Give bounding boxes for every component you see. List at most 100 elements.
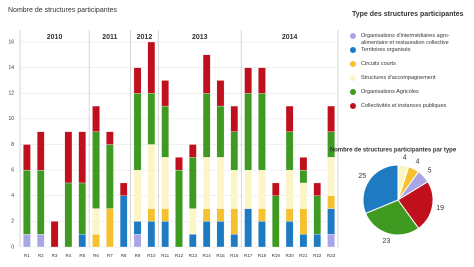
bar-segment bbox=[119, 182, 128, 196]
bar-segment bbox=[202, 54, 211, 94]
bar-segment bbox=[202, 93, 211, 158]
bar-segment bbox=[285, 221, 294, 248]
x-tick-label: R13 bbox=[189, 253, 198, 258]
bar-segment bbox=[175, 169, 183, 248]
x-tick-label: R5 bbox=[79, 253, 85, 258]
x-tick-label: R22 bbox=[313, 253, 322, 258]
bar-segment bbox=[202, 208, 211, 222]
legend-item: Circuits courts bbox=[350, 61, 468, 68]
bar-segment bbox=[258, 208, 266, 222]
legend-item: Structures d'accompagnement bbox=[350, 75, 468, 82]
bar-segment bbox=[202, 221, 211, 248]
bar-segment bbox=[161, 221, 169, 248]
x-tick-label: R18 bbox=[258, 253, 267, 258]
bar-segment bbox=[216, 80, 225, 107]
legend-item: Territoires organisés bbox=[350, 47, 468, 54]
legend-marker bbox=[350, 103, 356, 109]
bar-segment bbox=[313, 195, 322, 235]
legend-label: Organisations d'intermédiaires agro-alim… bbox=[361, 33, 450, 46]
bar-segment bbox=[244, 169, 252, 209]
bar-segment bbox=[272, 195, 280, 248]
bar-segment bbox=[327, 234, 335, 248]
legend-marker bbox=[350, 33, 356, 39]
bar-segment bbox=[258, 93, 266, 171]
pie-title: Nombre de structures participantes par t… bbox=[330, 148, 457, 154]
bar-segment bbox=[147, 41, 156, 94]
bar-segment bbox=[64, 182, 73, 248]
pie-label: 4 bbox=[403, 154, 407, 161]
group-label: 2013 bbox=[192, 34, 208, 41]
bar-segment bbox=[299, 234, 308, 248]
bar-segment bbox=[106, 144, 114, 209]
bar-segment bbox=[216, 157, 225, 209]
bar-segment bbox=[64, 131, 73, 184]
bar-segment bbox=[230, 105, 239, 132]
bar-segment bbox=[133, 169, 142, 222]
x-tick-label: R19 bbox=[272, 253, 281, 258]
x-tick-label: R14 bbox=[203, 253, 212, 258]
x-tick-label: R4 bbox=[66, 253, 72, 258]
x-tick-label: R8 bbox=[121, 253, 127, 258]
y-tick-label: 14 bbox=[8, 65, 14, 71]
pie-slice bbox=[362, 164, 399, 215]
bar-segment bbox=[230, 234, 239, 248]
bar-segment bbox=[327, 208, 335, 235]
bar-segment bbox=[161, 208, 169, 222]
bar-segment bbox=[327, 105, 335, 132]
x-tick-label: R7 bbox=[107, 253, 113, 258]
legend-marker bbox=[350, 89, 356, 95]
x-tick-label: R9 bbox=[135, 253, 141, 258]
bar-segment bbox=[258, 169, 266, 209]
bar-segment bbox=[189, 208, 197, 235]
bar-segment bbox=[23, 234, 31, 248]
bar-segment bbox=[285, 105, 294, 132]
bar-segment bbox=[244, 208, 252, 248]
y-tick-label: 10 bbox=[8, 116, 14, 122]
bar-segment bbox=[327, 157, 335, 196]
y-tick-label: 6 bbox=[11, 167, 14, 173]
x-tick-label: R6 bbox=[93, 253, 99, 258]
bar-segment bbox=[299, 157, 308, 171]
x-tick-label: R12 bbox=[175, 253, 184, 258]
bar-segment bbox=[161, 157, 169, 209]
bar-segment bbox=[285, 131, 294, 171]
x-tick-label: R23 bbox=[327, 253, 336, 258]
legend-marker bbox=[350, 61, 356, 67]
bar-segment bbox=[106, 208, 114, 248]
bar-segment bbox=[50, 221, 59, 248]
bar-segment bbox=[133, 67, 142, 94]
legend-title: Type des structures participantes bbox=[352, 11, 464, 18]
pie-label: 19 bbox=[436, 205, 444, 212]
x-tick-label: R10 bbox=[147, 253, 156, 258]
bar-segment bbox=[36, 131, 45, 171]
legend-label: Organisations Agricoles bbox=[361, 89, 419, 95]
x-tick-label: R17 bbox=[244, 253, 253, 258]
bar-segment bbox=[133, 221, 142, 235]
bar-segment bbox=[285, 208, 294, 222]
group-label: 2011 bbox=[102, 34, 117, 41]
x-tick-label: R2 bbox=[38, 253, 44, 258]
bar-segment bbox=[78, 182, 86, 235]
x-tick-label: R1 bbox=[24, 253, 30, 258]
bar-segment bbox=[92, 208, 100, 235]
bar-segment bbox=[147, 208, 156, 222]
group-label: 2010 bbox=[47, 34, 63, 41]
bar-segment bbox=[258, 67, 266, 94]
x-tick-label: R21 bbox=[299, 253, 308, 258]
bar-segment bbox=[36, 169, 45, 235]
bar-segment bbox=[78, 131, 86, 184]
bar-segment bbox=[244, 93, 252, 171]
y-tick-label: 12 bbox=[8, 91, 14, 97]
legend-label: Territoires organisés bbox=[361, 47, 411, 53]
bar-segment bbox=[147, 93, 156, 145]
bar-segment bbox=[230, 169, 239, 209]
bar-segment bbox=[272, 182, 280, 196]
bar-segment bbox=[92, 234, 100, 248]
pie-label: 23 bbox=[382, 238, 390, 245]
bar-segment bbox=[92, 131, 100, 209]
bar-segment bbox=[299, 182, 308, 209]
x-tick-label: R11 bbox=[161, 253, 169, 258]
legend-marker bbox=[350, 75, 356, 81]
